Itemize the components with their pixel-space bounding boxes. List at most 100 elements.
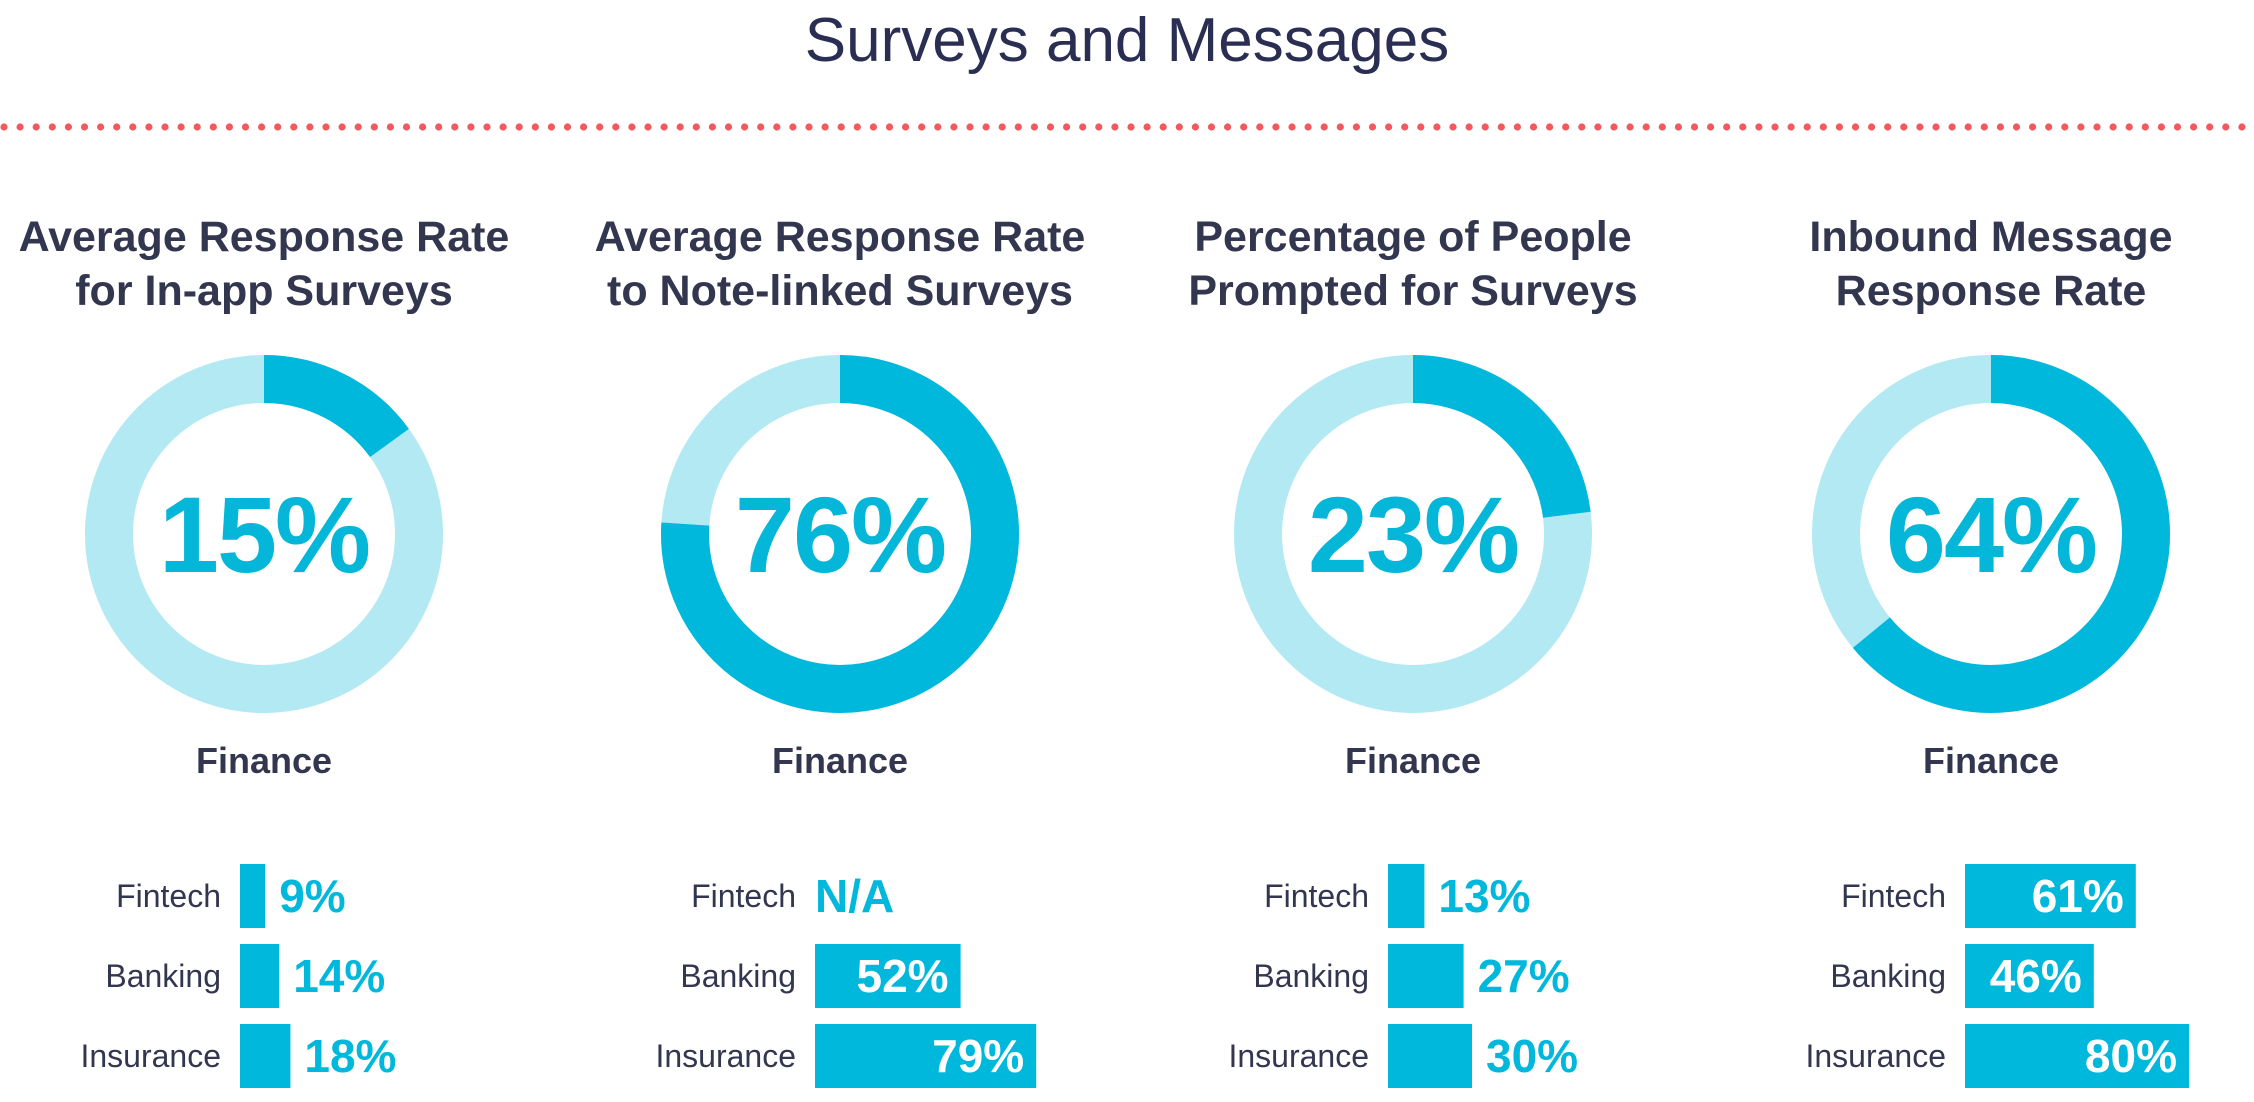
divider-dot bbox=[64, 123, 72, 131]
divider-dot bbox=[1304, 123, 1312, 131]
divider-dot bbox=[1175, 123, 1183, 131]
divider-dot bbox=[2093, 123, 2101, 131]
bar-value-label: 52% bbox=[857, 950, 949, 1002]
bar-value-label: 9% bbox=[279, 870, 345, 922]
divider-dot bbox=[1240, 123, 1248, 131]
divider-dot bbox=[241, 123, 250, 131]
bar-category-label: Insurance bbox=[1805, 1038, 1946, 1074]
divider-dot bbox=[1401, 123, 1409, 131]
divider-dot bbox=[1594, 123, 1602, 131]
page-title: Surveys and Messages bbox=[804, 5, 1450, 75]
divider-dot bbox=[1578, 123, 1586, 131]
segment-label: Finance bbox=[1344, 740, 1482, 781]
divider-dot bbox=[1948, 123, 1956, 131]
divider-dot bbox=[1288, 123, 1296, 131]
bar-chart: Fintech 13% Banking 27% Insurance 30% bbox=[1228, 864, 1578, 1088]
bar-category-label: Insurance bbox=[1228, 1038, 1369, 1074]
divider-dot bbox=[322, 123, 330, 131]
divider-dot bbox=[1014, 123, 1022, 131]
divider-dot bbox=[435, 123, 443, 131]
divider-dot bbox=[1932, 123, 1940, 131]
bar-value-label: 46% bbox=[1990, 950, 2082, 1002]
bar bbox=[815, 1024, 1037, 1088]
donut-arc bbox=[1812, 355, 2170, 713]
dotted-divider bbox=[0, 123, 2246, 131]
divider-dot bbox=[113, 123, 121, 131]
divider-dot bbox=[1143, 123, 1151, 131]
bar-value-label: 27% bbox=[1478, 950, 1570, 1002]
bar-value-label: 14% bbox=[293, 950, 385, 1002]
divider-dot bbox=[757, 123, 765, 131]
divider-dot bbox=[644, 123, 652, 131]
segment-label: Finance bbox=[1922, 740, 2060, 781]
divider-dot bbox=[1320, 123, 1328, 131]
divider-dot bbox=[1642, 123, 1650, 131]
chart-title-line: Percentage of People bbox=[1194, 213, 1632, 261]
divider-dot bbox=[2061, 123, 2069, 131]
divider-dot bbox=[1079, 123, 1087, 131]
bar-chart: Fintech N/A Banking 52% Insurance 79% bbox=[655, 870, 1037, 1088]
bar bbox=[1965, 1024, 2189, 1088]
divider-dot bbox=[1916, 123, 1924, 131]
divider-dot bbox=[1884, 123, 1892, 131]
bar bbox=[1965, 944, 2094, 1008]
divider-dot bbox=[934, 123, 942, 131]
divider-dot bbox=[1610, 123, 1618, 131]
divider-dot bbox=[1256, 123, 1264, 131]
divider-dot bbox=[97, 123, 105, 131]
divider-dot bbox=[1819, 123, 1827, 131]
bar-chart: Fintech 9% Banking 14% Insurance 18% bbox=[80, 864, 396, 1088]
divider-dot bbox=[48, 123, 56, 131]
divider-dot bbox=[692, 123, 700, 131]
chart-title: Inbound Message Response Rate bbox=[1711, 210, 2254, 318]
divider-dot bbox=[676, 123, 684, 131]
divider-dot bbox=[853, 123, 861, 131]
divider-dot bbox=[2012, 123, 2021, 131]
divider-dot bbox=[306, 123, 314, 131]
bar-value-label: 30% bbox=[1486, 1030, 1578, 1082]
bar-chart: Fintech 61% Banking 46% Insurance 80% bbox=[1805, 864, 2189, 1088]
divider-dot bbox=[2141, 123, 2149, 131]
divider-dot bbox=[982, 123, 990, 131]
bar-value-label: 80% bbox=[2085, 1030, 2177, 1082]
bar bbox=[240, 944, 280, 1008]
divider-dot bbox=[1739, 123, 1747, 131]
divider-dot bbox=[1658, 123, 1666, 131]
divider-dot bbox=[0, 123, 8, 131]
bar-category-label: Insurance bbox=[80, 1038, 221, 1074]
bar-category-label: Insurance bbox=[655, 1038, 796, 1074]
divider-dot bbox=[708, 123, 717, 131]
chart-title-line: Response Rate bbox=[1835, 267, 2147, 315]
divider-dot bbox=[1835, 123, 1843, 131]
divider-dot bbox=[885, 123, 894, 131]
divider-dot bbox=[2029, 123, 2037, 131]
divider-dot bbox=[258, 123, 266, 131]
divider-dot bbox=[805, 123, 813, 131]
chart-title: Average Response Rate to Note-linked Sur… bbox=[560, 210, 1120, 318]
divider-dot bbox=[1368, 123, 1377, 131]
donut-chart bbox=[1812, 355, 2170, 713]
divider-dot bbox=[1224, 123, 1232, 131]
divider-dot bbox=[1626, 123, 1634, 131]
bar bbox=[1388, 1024, 1472, 1088]
divider-dot bbox=[2222, 123, 2230, 131]
divider-dot bbox=[225, 123, 233, 131]
divider-dot bbox=[1868, 123, 1876, 131]
divider-dot bbox=[1046, 123, 1055, 131]
divider-dot bbox=[1787, 123, 1795, 131]
divider-dot bbox=[660, 123, 668, 131]
divider-dot bbox=[1111, 123, 1119, 131]
divider-dot bbox=[2045, 123, 2053, 131]
segment-label: Finance bbox=[771, 740, 909, 781]
divider-dot bbox=[177, 123, 185, 131]
divider-dot bbox=[1095, 123, 1103, 131]
bar bbox=[1388, 944, 1464, 1008]
divider-dot bbox=[80, 123, 89, 131]
divider-dot bbox=[209, 123, 217, 131]
chart-title: Percentage of People Prompted for Survey… bbox=[1133, 210, 1693, 318]
divider-dot bbox=[1674, 123, 1682, 131]
bar bbox=[240, 864, 266, 928]
divider-dot bbox=[596, 123, 604, 131]
divider-dot bbox=[290, 123, 298, 131]
divider-dot bbox=[1063, 123, 1071, 131]
